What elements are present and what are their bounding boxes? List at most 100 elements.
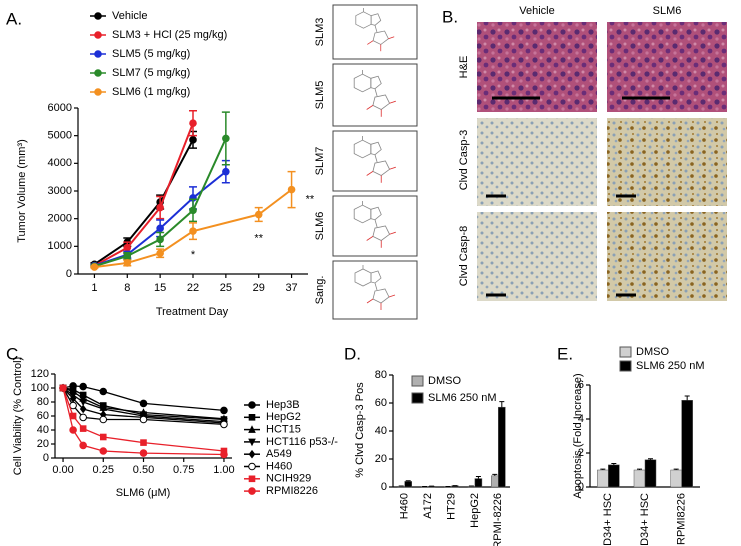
marker bbox=[248, 487, 256, 495]
marker bbox=[139, 449, 148, 457]
legend-label: DMSO bbox=[636, 346, 669, 358]
y-axis-label: Tumor Volume (mm³) bbox=[16, 139, 28, 243]
legend-label: HepG2 bbox=[266, 411, 301, 423]
error-bar bbox=[648, 458, 653, 460]
marker bbox=[94, 31, 102, 39]
y-tick-label: 80 bbox=[37, 396, 49, 408]
marker bbox=[220, 450, 228, 459]
x-tick-label: 8 bbox=[124, 282, 130, 294]
micrograph bbox=[607, 118, 727, 206]
marker bbox=[248, 462, 256, 471]
y-axis-label: % Clvd Casp-3 Pos bbox=[354, 382, 366, 478]
annotation: * bbox=[191, 249, 196, 261]
micrograph bbox=[607, 212, 727, 301]
bar bbox=[670, 469, 682, 488]
marker bbox=[79, 441, 87, 450]
marker bbox=[79, 382, 87, 391]
bar bbox=[644, 459, 657, 488]
x-tick-label: 22 bbox=[187, 282, 199, 294]
error-bar bbox=[611, 463, 617, 465]
x-tick-label: 0.25 bbox=[93, 464, 114, 476]
x-tick-label: CD34+ HSC bbox=[639, 493, 651, 546]
marker bbox=[69, 412, 77, 420]
x-tick-label: 25 bbox=[220, 282, 232, 294]
row-label: Clvd Casp-3 bbox=[458, 130, 470, 191]
marker bbox=[123, 252, 132, 260]
legend-label: Hep3B bbox=[266, 399, 300, 411]
marker bbox=[248, 449, 256, 459]
error-bar bbox=[637, 468, 642, 470]
marker bbox=[94, 88, 102, 96]
x-tick-label: A172 bbox=[422, 493, 434, 519]
marker bbox=[156, 235, 164, 244]
panel-label: D. bbox=[344, 344, 361, 363]
marker bbox=[287, 185, 296, 194]
bar bbox=[491, 475, 499, 488]
x-tick-label: 15 bbox=[154, 282, 166, 294]
marker bbox=[59, 384, 67, 392]
legend-label: HCT15 bbox=[266, 424, 301, 436]
series-line bbox=[94, 188, 293, 269]
y-tick-label: 40 bbox=[375, 425, 387, 437]
y-tick-label: 60 bbox=[37, 410, 49, 422]
y-axis-label: Apoptosis (Fold Increase) bbox=[572, 373, 584, 498]
structure-label: SLM7 bbox=[314, 147, 326, 176]
structure-label: SLM3 bbox=[314, 18, 326, 47]
row-label: H&E bbox=[458, 56, 470, 79]
marker bbox=[99, 387, 108, 396]
marker bbox=[123, 243, 132, 252]
marker bbox=[156, 224, 164, 233]
x-tick-label: 37 bbox=[285, 282, 297, 294]
bar bbox=[597, 469, 609, 488]
error-bar bbox=[492, 473, 498, 476]
x-tick-label: RPMI-8226 bbox=[492, 493, 504, 546]
bar bbox=[608, 464, 620, 488]
x-axis-label: Treatment Day bbox=[156, 306, 229, 318]
legend-swatch bbox=[619, 346, 632, 358]
structure-box bbox=[332, 4, 418, 60]
micrographs: Vehicle SLM6 H&E Clvd Casp-3 Clvd Casp-8 bbox=[458, 5, 727, 301]
error-bar bbox=[673, 468, 679, 470]
marker bbox=[90, 263, 99, 271]
marker bbox=[248, 414, 256, 421]
structure-label: SLM5 bbox=[314, 81, 326, 110]
marker bbox=[139, 415, 148, 424]
structure-box bbox=[332, 63, 418, 127]
marker bbox=[123, 259, 132, 267]
micrograph bbox=[477, 118, 597, 206]
marker bbox=[99, 447, 108, 455]
y-tick-label: 5000 bbox=[48, 130, 72, 142]
legend-label: H460 bbox=[266, 460, 292, 472]
x-axis-label: SLM6 (μM) bbox=[116, 487, 171, 499]
marker bbox=[69, 394, 77, 403]
structure-box bbox=[332, 130, 418, 192]
marker bbox=[248, 438, 256, 447]
panel-label: E. bbox=[557, 344, 573, 363]
legend-label: SLM7 (5 mg/kg) bbox=[112, 67, 190, 79]
panel-labels: A. B. C. D. E. bbox=[6, 7, 573, 363]
marker bbox=[254, 210, 263, 219]
y-tick-label: 20 bbox=[37, 438, 49, 450]
bar bbox=[681, 400, 693, 488]
marker bbox=[79, 398, 87, 407]
structure-box bbox=[332, 195, 418, 257]
panel-label: C. bbox=[6, 344, 23, 363]
error-bar bbox=[405, 480, 411, 482]
marker bbox=[156, 203, 164, 212]
legend-label: DMSO bbox=[428, 375, 461, 387]
legend-label: SLM6 250 nM bbox=[636, 360, 704, 372]
marker bbox=[99, 433, 107, 441]
error-bar bbox=[499, 401, 505, 408]
marker bbox=[94, 50, 102, 58]
y-tick-label: 6000 bbox=[48, 102, 72, 114]
marker bbox=[189, 227, 197, 235]
marker bbox=[156, 249, 164, 258]
column-label: Vehicle bbox=[519, 5, 554, 17]
micrograph bbox=[477, 212, 597, 301]
y-tick-label: 0 bbox=[381, 481, 387, 493]
marker bbox=[222, 167, 230, 176]
error-bar bbox=[600, 468, 606, 470]
y-tick-label: 4000 bbox=[48, 157, 72, 169]
y-tick-label: 6 bbox=[578, 379, 584, 391]
